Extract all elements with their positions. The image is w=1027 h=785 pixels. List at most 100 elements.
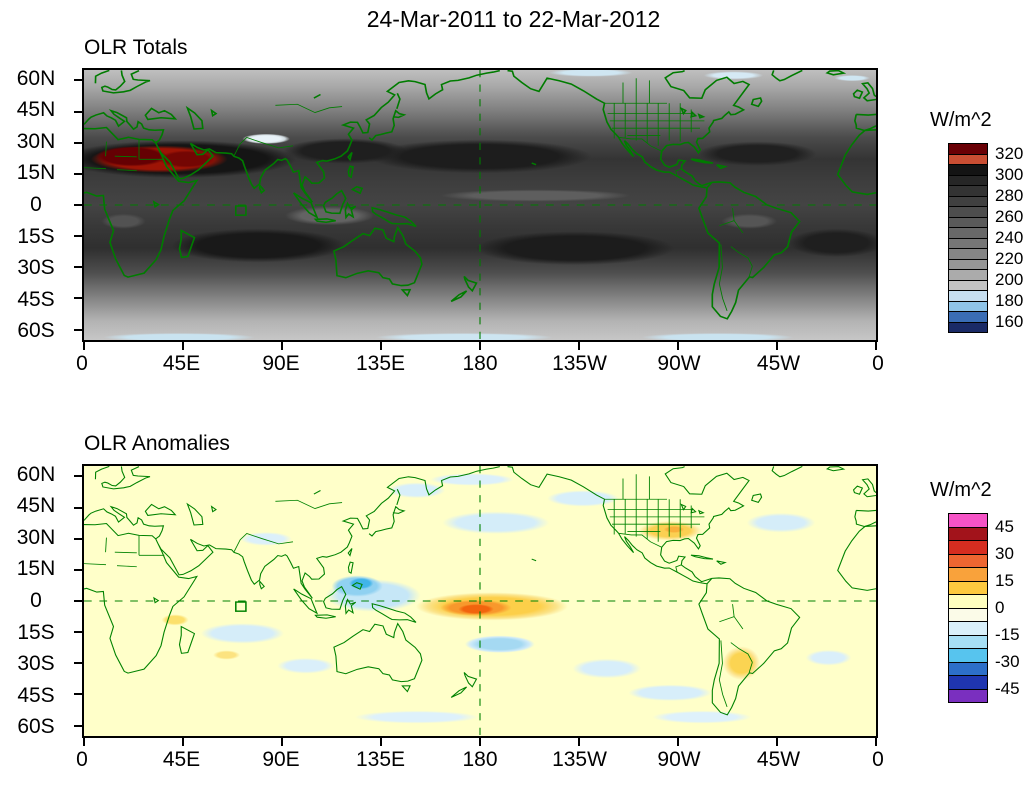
lat-tick xyxy=(74,110,82,113)
longitude-axis-labels: 0 45E 90E 135E 180 135W 90W 45W 0 xyxy=(76,748,884,776)
lat-tick-label: 45S xyxy=(17,683,55,707)
lat-tick xyxy=(74,662,82,665)
lat-tick xyxy=(74,537,82,540)
world-coastlines-icon xyxy=(84,70,876,340)
colorbar-tick-labels: 45 30 15 0 -15 -30 -45 xyxy=(995,513,1027,703)
lon-tick xyxy=(875,738,877,746)
lon-tick-label: 90W xyxy=(657,748,701,771)
lat-tick-label: 60N xyxy=(16,462,56,486)
colorbar-tick-label: -15 xyxy=(995,625,1020,645)
colorbar-segment xyxy=(949,312,987,323)
lon-tick xyxy=(83,342,85,350)
colorbar-segment xyxy=(949,165,987,176)
longitude-ticks xyxy=(83,736,877,746)
lat-tick xyxy=(74,266,82,269)
colorbar-segment xyxy=(949,541,987,555)
colorbar-segment xyxy=(949,595,987,609)
lat-tick-label: 60S xyxy=(17,715,55,739)
lon-tick xyxy=(281,342,283,350)
lat-tick xyxy=(74,568,82,571)
colorbar-anomalies: W/m^2 45 30 15 0 -15 -30 -45 xyxy=(930,479,1020,703)
lon-tick-label: 135E xyxy=(355,352,406,375)
colorbar-segment xyxy=(949,514,987,528)
lat-tick-label: 15S xyxy=(17,620,55,644)
lat-tick xyxy=(74,235,82,238)
lat-tick-label: 60S xyxy=(17,319,55,343)
colorbar-tick-label: 220 xyxy=(995,249,1024,269)
latitude-axis-labels: 60N 45N 30N 15N 0 15S 30S 45S 60S xyxy=(4,462,68,739)
lon-tick xyxy=(776,738,778,746)
lon-tick xyxy=(578,738,580,746)
lat-tick-label: 30N xyxy=(16,129,56,153)
colorbar-segment xyxy=(949,228,987,239)
colorbar-segment xyxy=(949,186,987,197)
colorbar-segment xyxy=(949,554,987,568)
panel-title-anomalies: OLR Anomalies xyxy=(84,432,230,455)
colorbar-segment xyxy=(949,280,987,291)
lon-tick-label: 180 xyxy=(462,748,498,771)
colorbar-segment xyxy=(949,217,987,228)
colorbar-segment xyxy=(949,322,987,332)
lon-tick xyxy=(83,738,85,746)
colorbar-tick-label: 320 xyxy=(995,143,1024,163)
colorbar-segment xyxy=(949,196,987,207)
lon-tick xyxy=(380,342,382,350)
colorbar-tick-label: 240 xyxy=(995,228,1024,247)
colorbar-segment xyxy=(949,527,987,541)
lat-tick xyxy=(74,79,82,82)
latitude-ticks xyxy=(74,466,84,736)
colorbar-segment xyxy=(949,622,987,636)
lon-tick-label: 135W xyxy=(552,748,607,771)
lat-tick-label: 60N xyxy=(16,66,56,90)
lon-tick-label: 135W xyxy=(552,352,607,375)
colorbar-totals: W/m^2 320 300 280 260 240 220 200 180 160 xyxy=(930,109,1023,333)
lat-tick-label: 0 xyxy=(30,589,42,612)
lon-tick-label: 45W xyxy=(756,748,801,771)
lat-tick xyxy=(74,141,82,144)
lat-tick-label: 15N xyxy=(16,557,56,581)
colorbar-segment xyxy=(949,568,987,582)
lon-tick-label: 0 xyxy=(76,352,88,375)
panel-title-totals: OLR Totals xyxy=(84,36,188,59)
longitude-ticks xyxy=(83,340,877,350)
map-olr-totals xyxy=(74,68,878,350)
colorbar-tick-label: -30 xyxy=(995,652,1020,672)
lat-tick xyxy=(74,693,82,696)
colorbar-segment xyxy=(949,608,987,622)
lat-tick xyxy=(74,328,82,331)
colorbar-segment xyxy=(949,270,987,281)
lon-tick xyxy=(281,738,283,746)
lon-tick-label: 0 xyxy=(872,352,884,375)
colorbar-segment xyxy=(949,581,987,595)
colorbar-segment xyxy=(949,676,987,690)
colorbar-swatches xyxy=(948,513,988,703)
colorbar-segment xyxy=(949,689,987,702)
lon-tick-label: 45E xyxy=(162,352,201,375)
lat-tick xyxy=(74,204,82,206)
colorbar-tick-labels: 320 300 280 260 240 220 200 180 160 xyxy=(995,143,1027,333)
colorbar-segment xyxy=(949,238,987,249)
colorbar-segment xyxy=(949,301,987,312)
lon-tick-label: 135E xyxy=(355,748,406,771)
longitude-axis-labels: 0 45E 90E 135E 180 135W 90W 45W 0 xyxy=(76,352,884,380)
lat-tick-label: 30N xyxy=(16,525,56,549)
map-olr-anomalies xyxy=(74,464,878,746)
colorbar-segment xyxy=(949,662,987,676)
colorbar-tick-label: 200 xyxy=(995,270,1024,290)
lon-tick xyxy=(182,738,184,746)
colorbar-segment xyxy=(949,175,987,186)
colorbar-tick-label: 30 xyxy=(995,543,1014,563)
colorbar-tick-label: 15 xyxy=(995,570,1014,590)
lat-tick xyxy=(74,172,82,175)
colorbar-swatches xyxy=(948,143,988,333)
colorbar-tick-label: -45 xyxy=(995,679,1020,699)
colorbar-units-label: W/m^2 xyxy=(930,479,992,501)
lat-tick-label: 15S xyxy=(17,224,55,248)
lon-tick-label: 90E xyxy=(262,352,300,375)
lon-tick-label: 90E xyxy=(262,748,300,771)
lon-tick xyxy=(875,342,877,350)
world-coastlines-icon xyxy=(84,466,876,736)
lon-tick xyxy=(479,342,481,350)
colorbar-tick-label: 260 xyxy=(995,206,1024,226)
lon-tick-label: 0 xyxy=(76,748,88,771)
